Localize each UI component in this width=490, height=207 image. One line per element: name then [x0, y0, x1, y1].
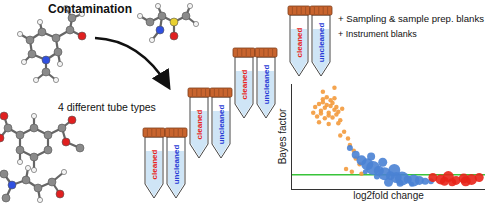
svg-text:log2fold change: log2fold change — [353, 190, 424, 201]
svg-text:Bayes factor: Bayes factor — [277, 108, 288, 164]
svg-text:cleaned: cleaned — [240, 69, 249, 99]
svg-text:+ Instrument blanks: + Instrument blanks — [338, 29, 417, 39]
svg-text:uncleaned: uncleaned — [262, 65, 271, 105]
svg-text:uncleaned: uncleaned — [217, 105, 226, 145]
svg-text:uncleaned: uncleaned — [172, 145, 181, 185]
svg-text:cleaned: cleaned — [195, 109, 204, 139]
svg-text:uncleaned: uncleaned — [317, 23, 326, 63]
svg-text:cleaned: cleaned — [150, 149, 159, 179]
svg-text:Contamination: Contamination — [48, 2, 132, 16]
svg-text:4 different tube types: 4 different tube types — [58, 101, 156, 113]
svg-text:cleaned: cleaned — [295, 27, 304, 57]
svg-text:+ Sampling & sample prep. blan: + Sampling & sample prep. blanks — [338, 14, 485, 24]
